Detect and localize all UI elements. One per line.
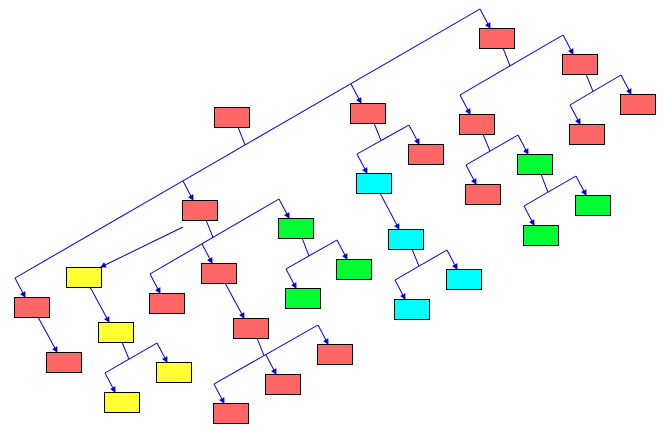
branch-line [356,124,410,155]
branch-line [523,175,577,207]
branch-line [569,74,622,106]
node-box-red [214,107,250,128]
boxes [14,28,656,424]
node-box-green [517,154,553,175]
node-box-red [562,54,598,75]
node-box-red [265,374,301,395]
edge-arrow [213,383,225,404]
edge-arrow [575,175,587,196]
node-box-green [575,195,611,216]
node-box-red [317,344,353,365]
edge-arrow [89,286,110,323]
edge-arrow [459,94,471,115]
stem-line [585,73,594,92]
stem-line [237,126,246,146]
edge-arrow [465,164,477,185]
edge-arrow [37,316,58,353]
node-box-red [408,144,444,165]
node-box-red [465,184,501,205]
stem-line [205,219,214,238]
edge-arrow [336,239,348,260]
node-box-red [201,263,237,284]
edge-arrow [356,153,368,174]
stem-line [301,237,310,257]
node-box-cyan [394,299,430,320]
node-box-yellow [66,267,102,288]
node-box-yellow [104,392,140,413]
stem-line [373,122,382,141]
edge-arrow [620,74,632,95]
edge-arrow [569,104,581,125]
node-box-red [350,103,386,124]
branch-line [213,324,319,385]
edge-arrow [523,205,535,226]
edge-arrow [14,277,26,298]
edge-arrow [379,192,400,230]
node-box-red [233,318,269,339]
node-box-yellow [156,362,192,383]
node-box-cyan [446,269,482,290]
node-box-yellow [98,322,134,343]
node-box-red [46,352,82,373]
node-box-red [620,94,656,115]
node-box-red [213,403,249,424]
node-box-red [182,200,218,221]
node-box-green [285,288,321,309]
node-box-cyan [388,229,424,250]
edge-arrow [350,83,362,104]
node-box-red [459,114,495,135]
node-box-red [14,297,50,318]
edge-arrow [201,243,213,264]
edge-arrow [479,8,491,29]
edge-arrow [562,34,574,55]
branch-line [394,249,448,281]
node-box-red [149,293,185,314]
branch-line [149,198,280,275]
stem-line [256,337,265,356]
node-box-green [523,225,559,246]
branch-line [459,34,564,96]
edge-arrow [104,372,116,393]
node-box-red [569,124,605,145]
edge-arrow [224,282,245,319]
branch-line [14,8,481,279]
edge-arrow [265,354,277,375]
edge-arrow [285,268,297,289]
stem-line [540,173,549,193]
stem-line [502,47,511,67]
edge-arrow [517,134,529,155]
edge-arrow [149,273,161,294]
edges [14,8,632,404]
branch-line [104,342,158,374]
branch-line [465,134,519,166]
edge-arrow [408,124,420,145]
node-box-red [479,28,515,49]
edge-arrow [317,324,329,345]
edge-arrow [394,279,406,300]
edge-arrow [446,249,458,270]
edge-arrow [278,198,290,219]
edge-arrow [100,226,184,268]
stem-line [482,133,491,152]
node-box-cyan [356,173,392,194]
stem-line [411,248,420,267]
stem-line [121,341,130,360]
branch-line [285,239,338,270]
node-box-green [278,218,314,239]
edge-arrow [156,342,168,363]
edge-arrow [182,180,194,201]
node-box-green [336,259,372,280]
